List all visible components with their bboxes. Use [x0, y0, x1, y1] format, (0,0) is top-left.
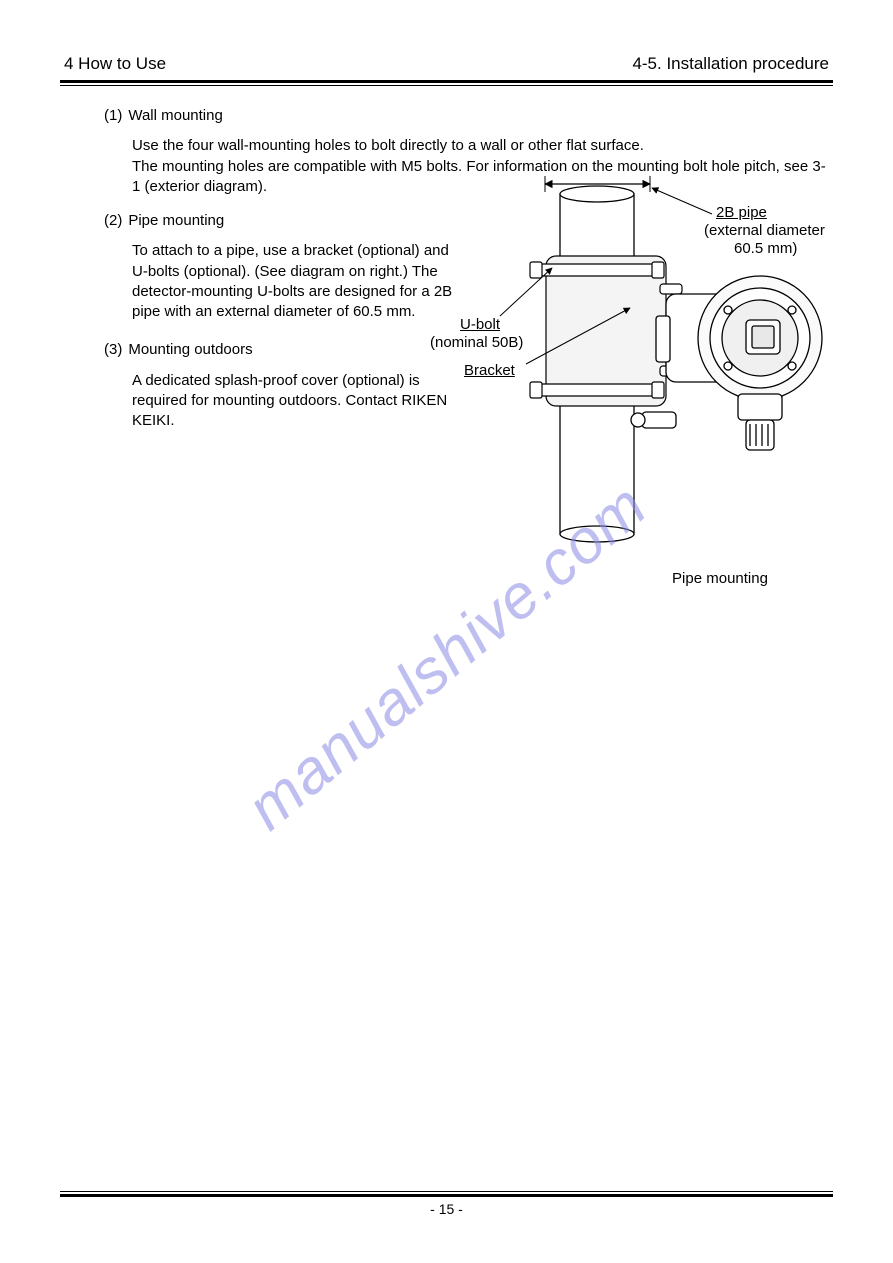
- item-number: (2): [104, 211, 122, 231]
- callout-2b-pipe: 2B pipe: [716, 204, 767, 221]
- callout-2b-pipe-sub2: 60.5 mm): [734, 240, 797, 257]
- callout-2b-pipe-sub1: (external diameter: [704, 222, 825, 239]
- callout-ubolt-sub: (nominal 50B): [430, 334, 523, 351]
- header-right: 4-5. Installation procedure: [632, 54, 829, 74]
- item-title: Mounting outdoors: [128, 340, 252, 360]
- header-rule-thick: [60, 80, 833, 83]
- item-title: Wall mounting: [128, 106, 222, 126]
- item-title: Pipe mounting: [128, 211, 224, 231]
- item-number: (1): [104, 106, 122, 126]
- footer-rule-thin: [60, 1191, 833, 1192]
- pipe-mounting-figure: Pipe mounting 2B pipe (external diameter…: [460, 166, 860, 586]
- footer-rule-thick: [60, 1194, 833, 1197]
- item-number: (3): [104, 340, 122, 360]
- callout-bracket: Bracket: [464, 362, 515, 379]
- page-number: - 15 -: [60, 1201, 833, 1217]
- page-footer: - 15 -: [60, 1191, 833, 1217]
- figure-caption: Pipe mounting: [580, 570, 860, 587]
- header-left: 4 How to Use: [64, 54, 166, 74]
- item-body: A dedicated splash-proof cover (optional…: [104, 371, 464, 432]
- item-body: To attach to a pipe, use a bracket (opti…: [104, 241, 464, 322]
- page-header: 4 How to Use 4-5. Installation procedure: [60, 54, 833, 78]
- document-page: 4 How to Use 4-5. Installation procedure…: [0, 0, 893, 1263]
- callout-ubolt: U-bolt: [460, 316, 500, 333]
